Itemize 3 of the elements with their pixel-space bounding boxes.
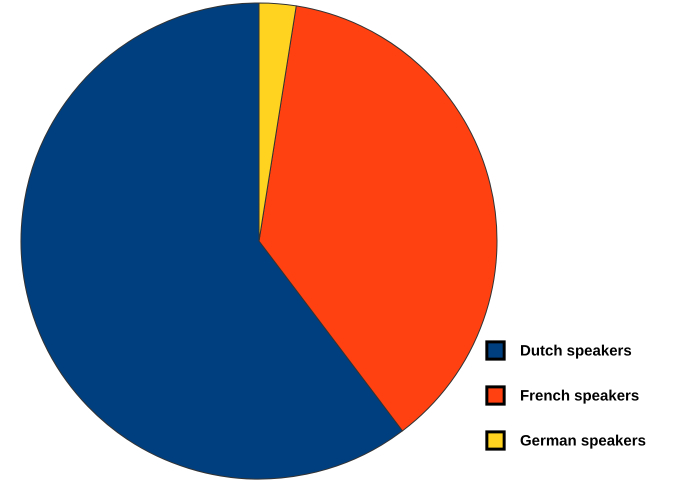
legend-label: German speakers: [520, 432, 646, 450]
legend-label: French speakers: [520, 388, 640, 404]
legend-label: Dutch speakers: [520, 342, 632, 360]
